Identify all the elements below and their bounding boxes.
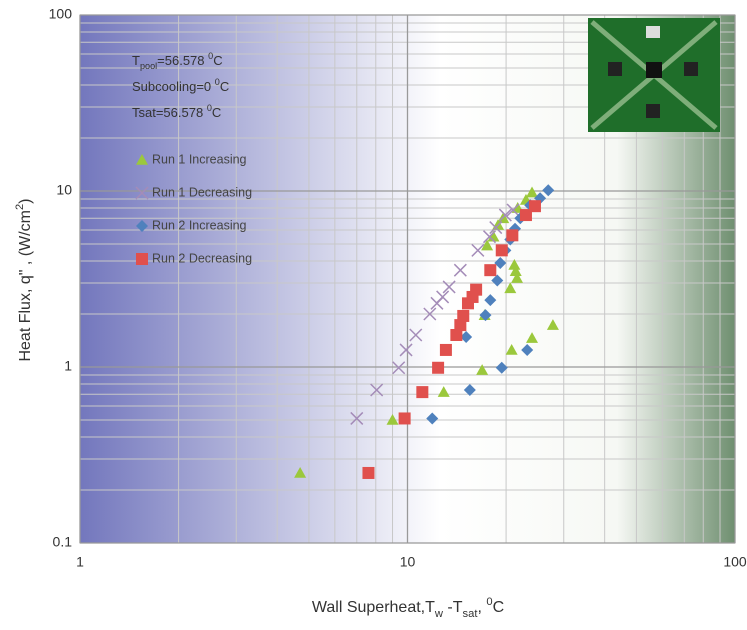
legend-label: Run 1 Decreasing: [152, 185, 252, 199]
legend-label: Run 2 Decreasing: [152, 251, 252, 265]
marker: [440, 344, 452, 356]
marker: [529, 200, 541, 212]
annotation: Subcooling=0 0C: [132, 77, 229, 94]
y-tick-label: 10: [56, 182, 72, 198]
text-part: Tsat=56.578: [132, 105, 207, 120]
text-part: C: [212, 105, 221, 120]
x-axis-title: Wall Superheat,Tw -Tsat, 0C: [312, 596, 504, 620]
marker: [457, 310, 469, 322]
x-tick-label: 1: [76, 554, 84, 570]
marker: [362, 467, 374, 479]
text-part: C: [220, 79, 229, 94]
text-part: T: [132, 53, 140, 68]
text-part: C: [493, 599, 505, 616]
x-tick-label: 10: [400, 554, 416, 570]
marker: [399, 412, 411, 424]
y-axis-title: Heat Flux, q" , (W/cm2): [14, 198, 34, 361]
y-tick-label: 100: [49, 6, 73, 22]
text-part: ): [17, 198, 34, 203]
marker: [432, 362, 444, 374]
marker: [470, 284, 482, 296]
text-part: =56.578: [157, 53, 208, 68]
y-tick-label: 1: [64, 358, 72, 374]
legend-label: Run 1 Increasing: [152, 152, 247, 166]
page: {"chart_data": { "type": "scatter", "log…: [0, 0, 747, 625]
subscript: pool: [140, 61, 157, 71]
chart: Heat Flux, q" , (W/cm2) Wall Superheat,T…: [0, 0, 747, 625]
inset-photo: [588, 18, 720, 132]
text-part: Wall Superheat,T: [312, 599, 435, 616]
x-tick-label: 100: [723, 554, 747, 570]
text-part: Subcooling=0: [132, 79, 215, 94]
text-part: ,: [477, 599, 486, 616]
subscript: sat: [463, 608, 479, 620]
legend-marker: [136, 253, 148, 265]
legend-label: Run 2 Increasing: [152, 218, 247, 232]
text-part: -T: [443, 599, 463, 616]
marker: [506, 229, 518, 241]
marker: [484, 264, 496, 276]
y-tick-label: 0.1: [53, 534, 73, 550]
text-part: Heat Flux, q" , (W/cm: [17, 210, 34, 361]
text-part: C: [213, 53, 222, 68]
marker: [416, 386, 428, 398]
marker: [496, 244, 508, 256]
